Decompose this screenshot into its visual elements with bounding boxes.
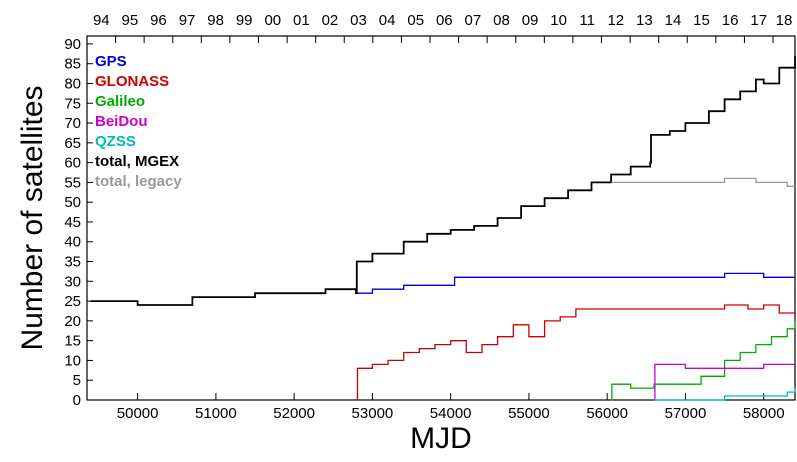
legend-entry: Galileo	[95, 93, 145, 110]
y-tick-label: 5	[73, 372, 81, 389]
y-tick-label: 75	[64, 95, 81, 112]
x-tick-label: 58000	[743, 405, 785, 422]
legend-entry: GPS	[95, 53, 127, 70]
legend-entry: BeiDou	[95, 113, 148, 130]
y-tick-label: 35	[64, 254, 81, 271]
year-tick-label: 11	[579, 12, 595, 29]
year-tick-label: 17	[750, 12, 767, 29]
legend-entry: GLONASS	[95, 73, 169, 90]
y-tick-label: 60	[64, 155, 81, 172]
year-tick-label: 94	[93, 12, 110, 29]
year-tick-label: 09	[522, 12, 539, 29]
x-tick-label: 55000	[508, 405, 550, 422]
y-tick-label: 55	[64, 174, 81, 191]
year-tick-label: 99	[236, 12, 253, 29]
year-tick-label: 96	[150, 12, 167, 29]
y-tick-label: 65	[64, 135, 81, 152]
y-tick-label: 10	[64, 352, 81, 369]
year-tick-label: 05	[407, 12, 424, 29]
year-tick-label: 10	[550, 12, 567, 29]
x-tick-label: 51000	[195, 405, 237, 422]
x-tick-label: 50000	[117, 405, 159, 422]
y-tick-label: 30	[64, 273, 81, 290]
year-tick-label: 98	[207, 12, 224, 29]
y-tick-label: 90	[64, 36, 81, 53]
year-tick-label: 08	[493, 12, 510, 29]
top-year-axis: 94 95 96 97 98 99 00 01 02 03 04 05 06 07 08 09 10 11 12 13…	[86, 12, 793, 43]
year-tick-label: 14	[665, 12, 682, 29]
series-line-6	[611, 177, 795, 187]
year-tick-label: 15	[693, 12, 710, 29]
x-tick-label: 57000	[665, 405, 707, 422]
y-tick-label: 50	[64, 194, 81, 211]
year-tick-label: 06	[436, 12, 453, 29]
year-tick-label: 00	[264, 12, 281, 29]
year-tick-label: 18	[776, 12, 793, 29]
y-tick-label: 15	[64, 333, 81, 350]
year-tick-label: 01	[293, 12, 310, 29]
legend-entry: total, legacy	[95, 173, 182, 190]
plot-frame	[86, 35, 796, 401]
series-line-3	[654, 363, 795, 401]
year-tick-label: 03	[350, 12, 367, 29]
year-tick-label: 13	[636, 12, 653, 29]
y-tick-label: 45	[64, 214, 81, 231]
year-tick-label: 95	[122, 12, 139, 29]
legend: GPS GLONASS Galileo BeiDou QZSS total, MGEX to…	[95, 53, 182, 190]
series-line-2	[611, 320, 796, 401]
year-tick-label: 16	[722, 12, 739, 29]
x-axis: 50000 51000 52000 53000 54000 55000 56000 57000…	[117, 393, 785, 422]
y-tick-label: 0	[73, 392, 81, 409]
year-tick-label: 12	[607, 12, 624, 29]
x-tick-label: 53000	[352, 405, 394, 422]
y-tick-label: 85	[64, 56, 81, 73]
series-line-4	[654, 388, 796, 401]
y-tick-label: 80	[64, 75, 81, 92]
y-axis: 0 5 10 15 20 25 30 35 40 45 50 55 60 65 70 75 80 85 90	[64, 36, 93, 409]
y-tick-label: 20	[64, 313, 81, 330]
year-tick-label: 97	[179, 12, 196, 29]
year-tick-label: 04	[379, 12, 396, 29]
x-tick-label: 54000	[430, 405, 472, 422]
y-tick-label: 40	[64, 234, 81, 251]
x-axis-title: MJD	[410, 422, 472, 455]
series-line-1	[356, 304, 795, 401]
series-lines	[90, 55, 796, 401]
y-axis-title: Number of satellites	[16, 85, 49, 350]
series-line-5	[90, 55, 796, 306]
x-tick-label: 56000	[586, 405, 628, 422]
legend-entry: total, MGEX	[95, 153, 179, 170]
series-line-0	[356, 272, 795, 294]
y-tick-label: 25	[64, 293, 81, 310]
x-tick-label: 52000	[273, 405, 315, 422]
y-tick-label: 70	[64, 115, 81, 132]
legend-entry: QZSS	[95, 133, 136, 150]
year-tick-label: 02	[322, 12, 339, 29]
year-tick-label: 07	[465, 12, 482, 29]
